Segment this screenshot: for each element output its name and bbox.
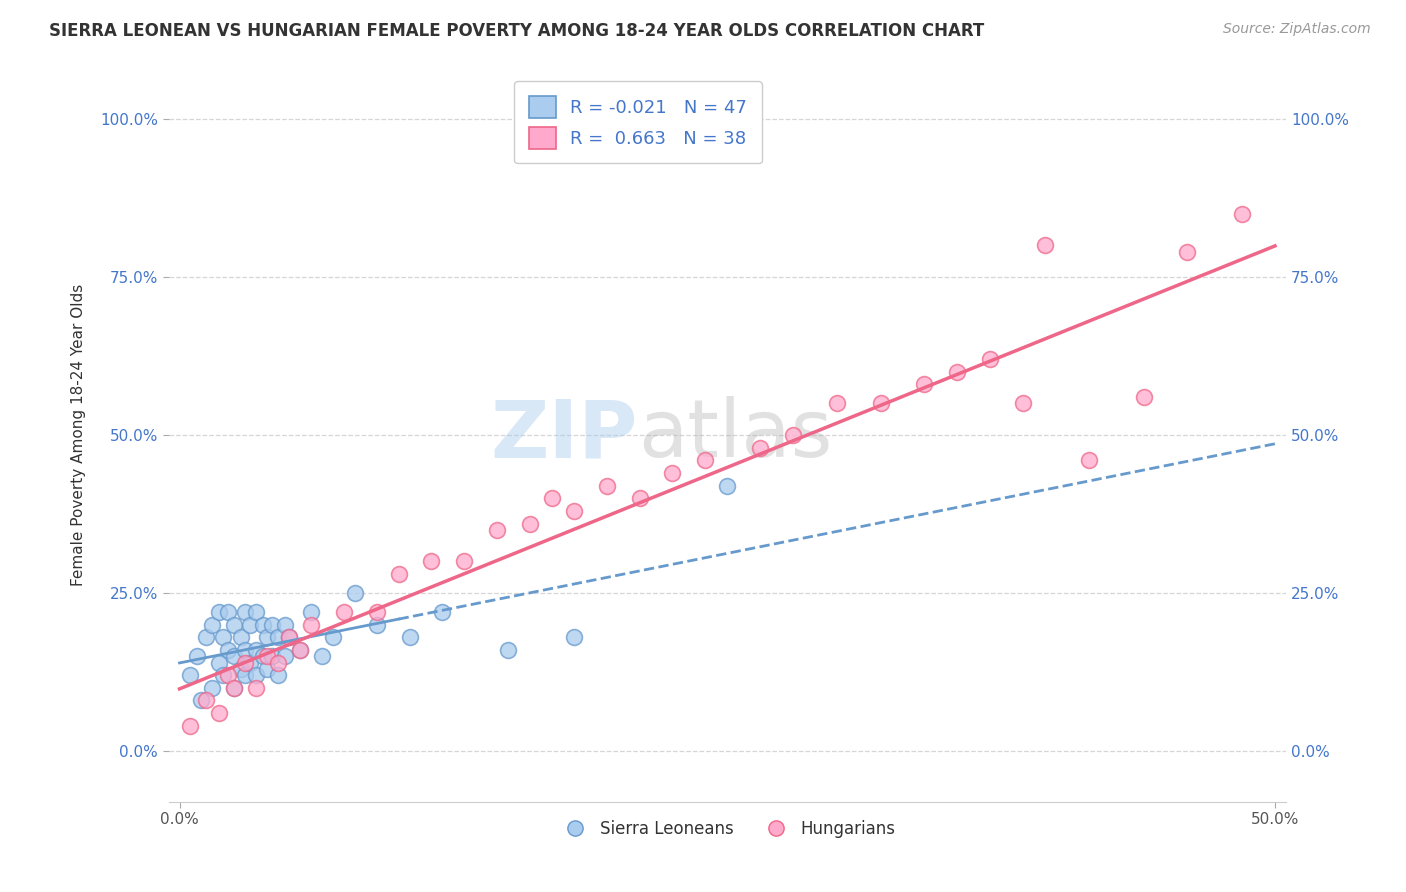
Text: SIERRA LEONEAN VS HUNGARIAN FEMALE POVERTY AMONG 18-24 YEAR OLDS CORRELATION CHA: SIERRA LEONEAN VS HUNGARIAN FEMALE POVER… — [49, 22, 984, 40]
Point — [596, 478, 619, 492]
Point — [825, 396, 848, 410]
Point — [212, 668, 235, 682]
Point — [343, 586, 366, 600]
Point — [233, 643, 256, 657]
Y-axis label: Female Poverty Among 18-24 Year Olds: Female Poverty Among 18-24 Year Olds — [72, 284, 86, 586]
Point — [267, 656, 290, 670]
Point — [217, 643, 239, 657]
Point — [311, 649, 333, 664]
Point — [260, 649, 283, 664]
Legend: Sierra Leoneans, Hungarians: Sierra Leoneans, Hungarians — [553, 814, 903, 845]
Point — [541, 491, 564, 506]
Point — [252, 617, 274, 632]
Point — [229, 662, 252, 676]
Point — [333, 605, 356, 619]
Point — [869, 396, 891, 410]
Point — [946, 365, 969, 379]
Point — [1033, 238, 1056, 252]
Point — [260, 617, 283, 632]
Point — [245, 643, 267, 657]
Point — [239, 617, 262, 632]
Point — [179, 719, 201, 733]
Point — [398, 630, 420, 644]
Point — [256, 662, 278, 676]
Point — [486, 523, 509, 537]
Point — [224, 681, 246, 695]
Point — [224, 617, 246, 632]
Point — [273, 617, 295, 632]
Text: atlas: atlas — [638, 396, 832, 474]
Point — [239, 656, 262, 670]
Text: ZIP: ZIP — [491, 396, 638, 474]
Point — [661, 466, 683, 480]
Point — [212, 630, 235, 644]
Point — [299, 617, 322, 632]
Point — [179, 668, 201, 682]
Point — [366, 617, 388, 632]
Point — [201, 617, 224, 632]
Point — [288, 643, 311, 657]
Point — [233, 605, 256, 619]
Point — [233, 656, 256, 670]
Point — [912, 377, 935, 392]
Text: Source: ZipAtlas.com: Source: ZipAtlas.com — [1223, 22, 1371, 37]
Point — [224, 681, 246, 695]
Point — [233, 668, 256, 682]
Point — [273, 649, 295, 664]
Point — [388, 567, 411, 582]
Point — [420, 554, 443, 568]
Point — [749, 441, 772, 455]
Point — [519, 516, 541, 531]
Point — [208, 706, 231, 720]
Point — [208, 605, 231, 619]
Point — [245, 668, 267, 682]
Point — [217, 668, 239, 682]
Point — [299, 605, 322, 619]
Point — [695, 453, 717, 467]
Point — [496, 643, 519, 657]
Point — [278, 630, 301, 644]
Point — [190, 693, 212, 707]
Point — [782, 428, 804, 442]
Point — [1175, 244, 1198, 259]
Point — [229, 630, 252, 644]
Point — [716, 478, 738, 492]
Point — [256, 630, 278, 644]
Point — [562, 504, 585, 518]
Point — [453, 554, 475, 568]
Point — [201, 681, 224, 695]
Point — [208, 656, 231, 670]
Point — [979, 352, 1001, 367]
Point — [267, 630, 290, 644]
Point — [432, 605, 454, 619]
Point — [1077, 453, 1099, 467]
Point — [322, 630, 344, 644]
Point — [278, 630, 301, 644]
Point — [256, 649, 278, 664]
Point — [245, 681, 267, 695]
Point — [288, 643, 311, 657]
Point — [186, 649, 208, 664]
Point — [366, 605, 388, 619]
Point — [217, 605, 239, 619]
Point — [1012, 396, 1035, 410]
Point — [194, 693, 217, 707]
Point — [194, 630, 217, 644]
Point — [267, 668, 290, 682]
Point — [628, 491, 651, 506]
Point — [562, 630, 585, 644]
Point — [1230, 207, 1253, 221]
Point — [1132, 390, 1154, 404]
Point — [252, 649, 274, 664]
Point — [224, 649, 246, 664]
Point — [245, 605, 267, 619]
